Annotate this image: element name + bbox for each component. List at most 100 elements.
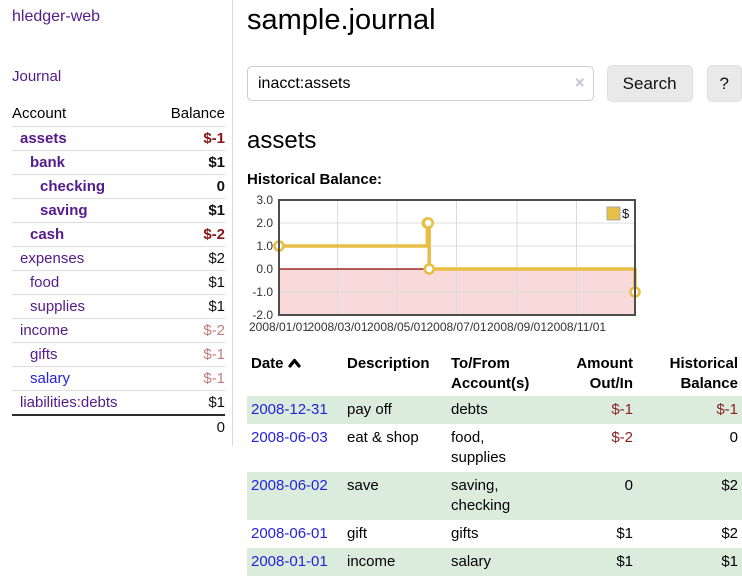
account-link[interactable]: bank	[30, 153, 66, 171]
transaction-description: pay off	[347, 401, 392, 418]
sidebar-item-journal[interactable]: Journal	[12, 68, 62, 85]
search-input[interactable]	[247, 66, 594, 101]
transaction-accounts: debts	[451, 401, 488, 418]
account-heading: assets	[247, 127, 317, 154]
search-button[interactable]: Search	[606, 65, 693, 102]
transaction-balance: 0	[729, 429, 738, 446]
data-point-marker	[422, 217, 434, 229]
transaction-accounts: gifts	[451, 525, 479, 542]
transaction-accounts: salary	[451, 553, 492, 570]
transaction-description: income	[347, 553, 396, 570]
transaction-balance: $2	[721, 477, 738, 494]
transaction-date-link[interactable]: 2008-06-03	[251, 429, 328, 446]
help-button[interactable]: ?	[706, 65, 742, 102]
main-content: sample.journal × Search ? assets Histori…	[247, 0, 742, 576]
account-row: bank $1	[12, 150, 225, 174]
account-balance: $-2	[203, 321, 225, 339]
account-link[interactable]: gifts	[30, 345, 58, 363]
table-row: 2008-06-02 save saving, checking 0 $2	[247, 472, 742, 520]
column-header-date[interactable]: Date	[247, 352, 343, 396]
accounts-col-header: Account	[12, 105, 67, 123]
transaction-date-link[interactable]: 2008-01-01	[251, 553, 328, 570]
account-link[interactable]: food	[30, 273, 60, 291]
account-row: gifts $-1	[12, 342, 225, 366]
account-row: income $-2	[12, 318, 225, 342]
accounts-total-value: 0	[216, 418, 225, 436]
y-tick-label: 2.0	[256, 216, 273, 230]
search-form: × Search ?	[247, 65, 742, 102]
column-header-amount: Amount Out/In	[576, 355, 633, 392]
app-brand-link[interactable]: hledger-web	[12, 8, 101, 25]
account-link[interactable]: expenses	[20, 249, 85, 267]
column-header-description: Description	[347, 355, 430, 372]
account-balance: $-1	[203, 129, 225, 147]
account-row: expenses $2	[12, 246, 225, 270]
table-row: 2008-12-31 pay off debts $-1 $-1	[247, 396, 742, 424]
account-row: assets $-1	[12, 126, 225, 150]
table-row: 2008-06-01 gift gifts $1 $2	[247, 520, 742, 548]
y-tick-label: 1.0	[256, 239, 273, 253]
account-balance: $2	[208, 249, 225, 267]
y-tick-label: -2.0	[252, 308, 273, 322]
plot-border	[278, 199, 636, 316]
transaction-amount: $1	[616, 525, 633, 542]
account-link[interactable]: checking	[40, 177, 106, 195]
account-row: saving $1	[12, 198, 225, 222]
transaction-date-link[interactable]: 2008-12-31	[251, 401, 328, 418]
transaction-description: save	[347, 477, 379, 494]
account-link[interactable]: cash	[30, 225, 65, 243]
sidebar: hledger-web Journal Account Balance asse…	[0, 0, 233, 446]
account-link[interactable]: income	[20, 321, 69, 339]
sort-asc-icon	[287, 354, 301, 374]
balance-col-header: Balance	[170, 105, 225, 123]
transaction-balance: $1	[721, 553, 738, 570]
account-row: food $1	[12, 270, 225, 294]
account-balance: $-1	[203, 345, 225, 363]
account-balance: $-2	[203, 225, 225, 243]
y-tick-label: -1.0	[252, 285, 273, 299]
legend-swatch	[606, 206, 621, 221]
transaction-balance: $2	[721, 525, 738, 542]
transaction-amount: $-1	[611, 401, 633, 418]
account-balance: $1	[208, 393, 225, 411]
account-link[interactable]: assets	[20, 129, 67, 147]
account-row: cash $-2	[12, 222, 225, 246]
accounts-total-row: 0	[12, 414, 225, 439]
table-row: 2008-06-03 eat & shop food, supplies $-2 0	[247, 424, 742, 472]
chart-canvas: $3.0 2.0 1.0 0.0 -1.0 -2.02008/01/012008/03/0…	[249, 193, 641, 334]
transaction-date-link[interactable]: 2008-06-01	[251, 525, 328, 542]
account-link[interactable]: salary	[30, 369, 71, 387]
x-tick-label: 2008/03/01	[307, 320, 367, 334]
account-balance: 0	[216, 177, 225, 195]
x-tick-label: 2008/05/01	[367, 320, 427, 334]
transaction-amount: $1	[616, 553, 633, 570]
table-row: 2008-01-01 income salary $1 $1	[247, 548, 742, 576]
account-link[interactable]: saving	[40, 201, 88, 219]
account-link[interactable]: liabilities:debts	[20, 393, 118, 411]
account-balance: $1	[208, 201, 225, 219]
transaction-description: eat & shop	[347, 429, 419, 446]
transaction-date-link[interactable]: 2008-06-02	[251, 477, 328, 494]
account-link[interactable]: supplies	[30, 297, 86, 315]
chart-heading: Historical Balance:	[247, 171, 383, 188]
y-tick-label: 0.0	[256, 262, 273, 276]
transaction-description: gift	[347, 525, 368, 542]
transaction-balance: $-1	[716, 401, 738, 418]
accounts-table: Account Balance assets $-1 bank $1 checking 0…	[12, 102, 225, 439]
account-balance: $1	[208, 273, 225, 291]
column-header-balance: Historical Balance	[669, 355, 738, 392]
x-tick-label: 2008/07/01	[426, 320, 486, 334]
transaction-accounts: food, supplies	[451, 429, 507, 466]
x-tick-label: 2008/01/01	[249, 320, 309, 334]
account-row: supplies $1	[12, 294, 225, 318]
account-row: salary $-1	[12, 366, 225, 390]
account-balance: $-1	[203, 369, 225, 387]
clear-search-icon[interactable]: ×	[574, 73, 585, 92]
data-point-marker	[423, 263, 435, 275]
transaction-accounts: saving, checking	[451, 477, 511, 514]
y-tick-label: 3.0	[256, 193, 273, 207]
historical-balance-chart: $3.0 2.0 1.0 0.0 -1.0 -2.0 2008/01/01 2008/03/0…	[247, 192, 742, 338]
x-tick-label: 2008/09/01	[487, 320, 547, 334]
transaction-amount: 0	[624, 477, 633, 494]
account-row: liabilities:debts $1	[12, 390, 225, 415]
